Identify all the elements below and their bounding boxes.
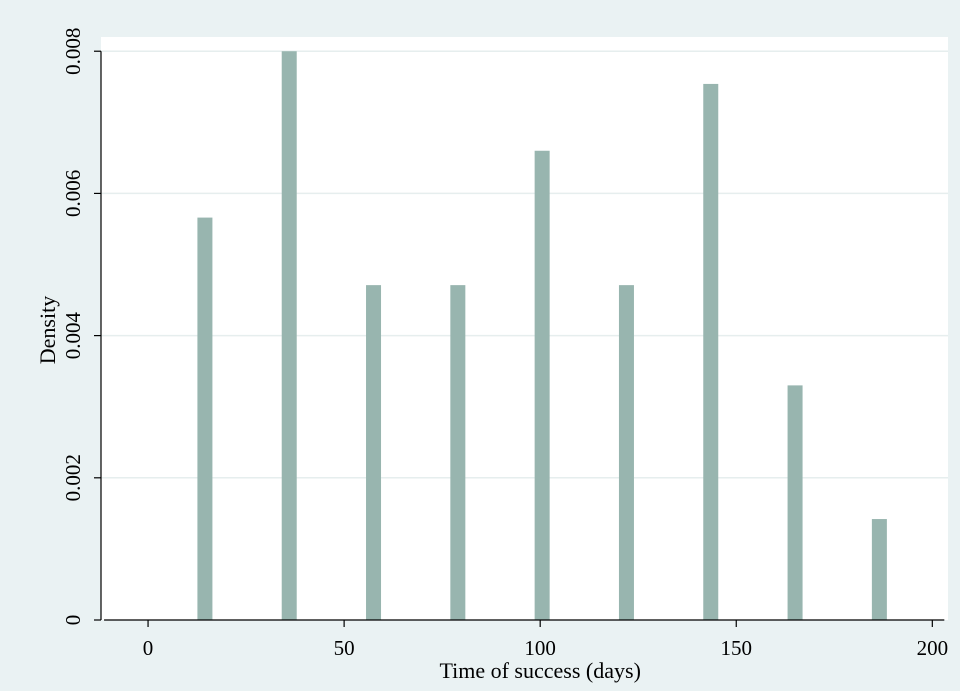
bar-3 <box>450 285 466 620</box>
bar-4 <box>534 150 550 620</box>
bar-8 <box>871 519 887 620</box>
y-axis-ticks: 0 0.002 0.004 0.006 0.008 <box>61 28 101 626</box>
y-axis-label: Density <box>35 296 60 364</box>
bars <box>197 51 887 621</box>
y-tick-label-2: 0.004 <box>61 311 85 359</box>
x-tick-label-1: 50 <box>334 636 355 660</box>
bar-6 <box>703 83 719 621</box>
x-axis-ticks: 0 50 100 150 200 <box>143 620 948 660</box>
bar-5 <box>618 285 634 620</box>
bar-1 <box>281 51 297 621</box>
bar-2 <box>366 285 382 620</box>
gridlines <box>101 50 948 479</box>
plot-area <box>101 37 948 620</box>
y-tick-label-1: 0.002 <box>61 454 85 501</box>
y-tick-label-3: 0.006 <box>61 170 85 217</box>
bar-7 <box>787 385 803 620</box>
x-tick-label-3: 150 <box>721 636 753 660</box>
x-tick-label-2: 100 <box>524 636 556 660</box>
y-tick-label-4: 0.008 <box>61 28 85 75</box>
x-tick-label-4: 200 <box>917 636 949 660</box>
x-tick-label-0: 0 <box>143 636 154 660</box>
y-tick-label-0: 0 <box>61 615 85 626</box>
x-axis-label: Time of success (days) <box>439 658 640 683</box>
bar-0 <box>197 217 213 620</box>
